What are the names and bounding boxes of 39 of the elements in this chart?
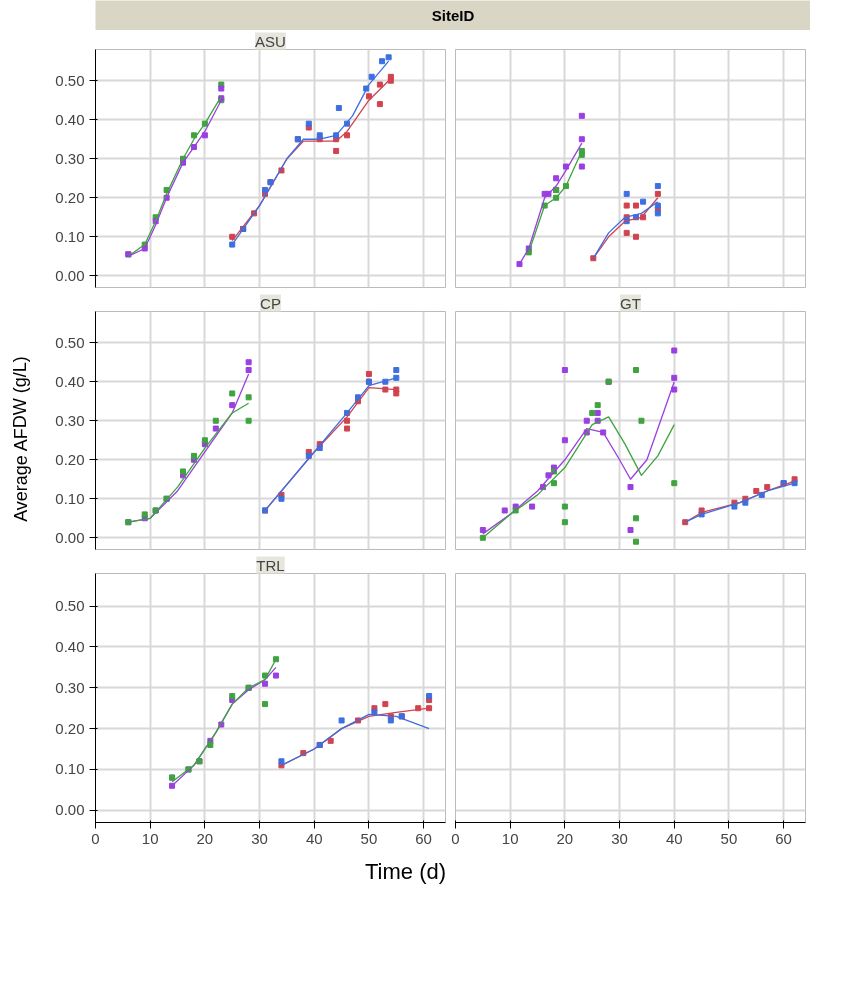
y-tick-label: 0.30 [55,411,85,429]
y-tick-label: 0.50 [55,333,85,351]
y-tick-label: 0.10 [55,760,85,778]
y-tick-label: 0.00 [55,528,85,546]
x-tick-label: 30 [611,829,628,847]
chart-title: ASU [255,32,286,50]
y-tick-label: 0.00 [55,266,85,284]
x-axis-title: Time (d) [364,859,447,884]
chart-title: GT [620,294,641,312]
y-tick-label: 0.50 [55,71,85,89]
y-tick-label: 0.30 [55,678,85,696]
y-tick-label: 0.20 [55,450,85,468]
x-tick-label: 0 [451,829,460,847]
chart-title: CP [260,294,281,312]
y-tick-label: 0.30 [55,149,85,167]
y-tick-label: 0.40 [55,372,85,390]
x-tick-label: 10 [141,829,159,847]
chart-title: TRL [256,556,285,574]
x-tick-label: 20 [196,829,214,847]
x-tick-label: 10 [501,829,519,847]
y-tick-label: 0.40 [55,110,85,128]
text: SiteID [431,7,475,24]
y-tick-label: 0.50 [55,597,85,615]
x-tick-label: 50 [720,829,738,847]
y-tick-label: 0.40 [55,637,85,655]
x-tick-label: 0 [91,829,100,847]
y-tick-label: 0.10 [55,227,85,245]
x-tick-label: 50 [360,829,378,847]
y-tick-label: 0.20 [55,188,85,206]
y-tick-label: 0.10 [55,489,85,507]
x-tick-label: 30 [251,829,268,847]
x-tick-label: 40 [665,829,683,847]
x-tick-label: 20 [556,829,574,847]
y-tick-label: 0.20 [55,719,85,737]
x-tick-label: 60 [775,829,792,847]
x-tick-label: 60 [415,829,432,847]
y-tick-label: 0.00 [55,801,85,819]
x-tick-label: 40 [305,829,323,847]
y-axis-title: Average AFDW (g/L) [10,356,31,522]
